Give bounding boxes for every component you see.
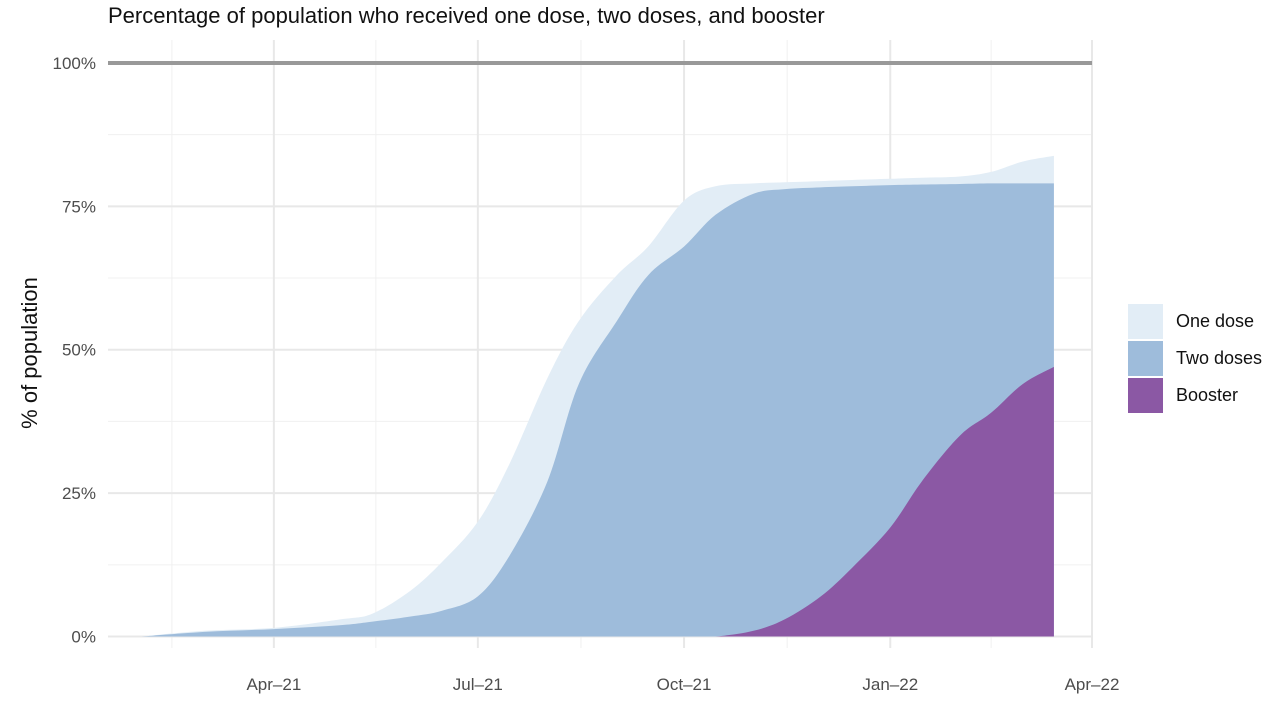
y-tick-label: 50% <box>62 341 96 360</box>
area-series <box>141 155 1054 637</box>
y-axis-title: % of population <box>17 277 42 429</box>
legend: One dose Two doses Booster <box>1128 303 1262 414</box>
x-tick-label: Jan–22 <box>862 675 918 694</box>
legend-label: Two doses <box>1176 348 1263 368</box>
area-booster <box>141 366 1054 637</box>
legend-swatch <box>1128 341 1163 376</box>
y-tick-label: 0% <box>71 628 96 647</box>
legend-item-one-dose: One dose <box>1128 303 1262 340</box>
legend-label: Booster <box>1176 385 1239 405</box>
x-tick-label: Jul–21 <box>453 675 503 694</box>
chart-title: Percentage of population who received on… <box>108 3 825 28</box>
x-tick-label: Apr–21 <box>246 675 301 694</box>
y-axis-ticks: 0% 25% 50% 75% 100% <box>53 54 96 647</box>
y-tick-label: 25% <box>62 484 96 503</box>
legend-item-booster: Booster <box>1128 377 1262 414</box>
legend-swatch <box>1128 304 1163 339</box>
y-tick-label: 100% <box>53 54 96 73</box>
x-tick-label: Oct–21 <box>657 675 712 694</box>
area-two-doses <box>141 183 1054 637</box>
x-tick-label: Apr–22 <box>1065 675 1120 694</box>
x-axis-ticks: Apr–21 Jul–21 Oct–21 Jan–22 Apr–22 <box>246 675 1119 694</box>
legend-item-two-doses: Two doses <box>1128 340 1262 377</box>
y-tick-label: 75% <box>62 197 96 216</box>
legend-swatch <box>1128 378 1163 413</box>
legend-label: One dose <box>1176 311 1255 331</box>
